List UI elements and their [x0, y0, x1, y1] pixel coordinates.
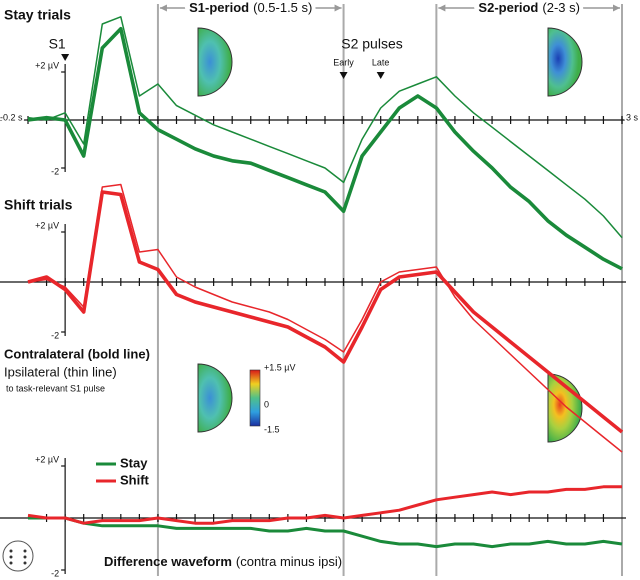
stimulus-arrow: [61, 54, 70, 61]
waveform: [27, 190, 624, 434]
colorbar-label: +1.5 µV: [264, 362, 295, 372]
bracket-arrow: [438, 4, 446, 12]
legend-entry: Ipsilateral (thin line): [4, 364, 117, 379]
s2-arrow: [376, 72, 385, 79]
period-range: (0.5-1.5 s): [253, 0, 312, 15]
period-name: S2-period: [478, 0, 538, 15]
panel-title-main: Difference waveform: [104, 554, 232, 569]
panel-title: Difference waveform (contra minus ipsi): [104, 554, 342, 569]
waveform: [27, 485, 622, 525]
period-label: S2-period (2-3 s): [478, 0, 580, 15]
waveform: [28, 516, 623, 549]
period-label: S1-period (0.5-1.5 s): [189, 0, 312, 15]
y-tick-label: -2: [51, 166, 59, 176]
y-tick-label: -2: [51, 330, 59, 340]
panel-title-note: (contra minus ipsi): [236, 554, 342, 569]
legend-entry: Shift: [120, 472, 150, 487]
legend-note: to task-relevant S1 pulse: [6, 383, 105, 393]
period-name: S1-period: [189, 0, 249, 15]
s2-label: S2 pulses: [341, 36, 402, 52]
y-tick-label: +2 µV: [35, 454, 59, 464]
panel-title: Stay trials: [4, 7, 71, 23]
colorbar-label: 0: [264, 399, 269, 409]
bracket-arrow: [613, 4, 620, 12]
x-tick-label: -0.2 s: [0, 112, 23, 122]
y-tick-label: -2: [51, 568, 59, 578]
waveform: [27, 16, 623, 239]
s2-pulse-label: Early: [333, 57, 354, 67]
colorbar: [249, 369, 261, 427]
period-range: (2-3 s): [542, 0, 580, 15]
bracket-arrow: [159, 4, 167, 12]
s2-pulse-label: Late: [372, 57, 390, 67]
bracket-arrow: [334, 4, 342, 12]
waveform: [27, 183, 623, 453]
legend-entry: Contralateral (bold line): [4, 346, 150, 361]
electrode-icon: [2, 540, 34, 572]
stimulus-label: S1: [49, 36, 66, 52]
x-tick-label: 3 s: [626, 112, 639, 122]
s2-arrow: [339, 72, 348, 79]
y-tick-label: +2 µV: [35, 220, 59, 230]
legend-entry: Stay: [120, 455, 148, 470]
colorbar-label: -1.5: [264, 424, 280, 434]
panel-title: Shift trials: [4, 197, 73, 213]
waveform: [27, 27, 623, 271]
y-tick-label: +2 µV: [35, 60, 59, 70]
